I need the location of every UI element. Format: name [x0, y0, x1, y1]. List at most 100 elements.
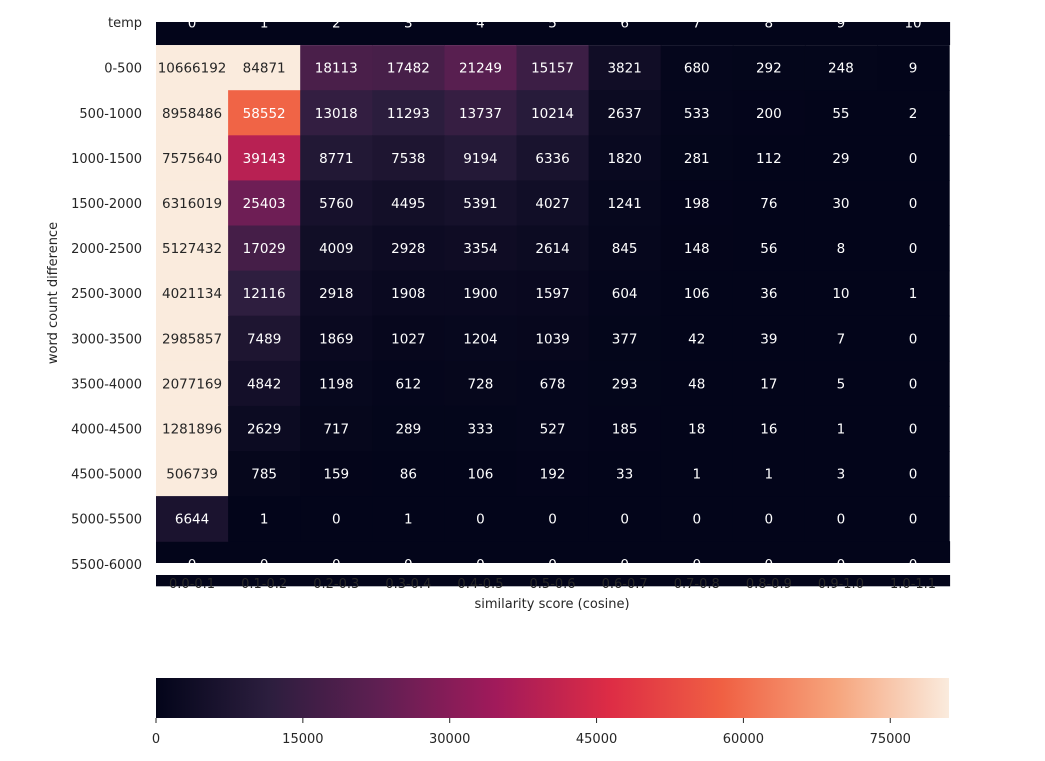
- heatmap-cell: [588, 270, 662, 317]
- y-tick-label: 3500-4000: [71, 377, 142, 392]
- heatmap-cell-label: 13018: [315, 106, 358, 122]
- heatmap-cell: [444, 270, 518, 317]
- heatmap-cell-label: 377: [612, 331, 638, 347]
- heatmap-cell-label: 192: [540, 467, 566, 483]
- heatmap-cell-label: 5391: [463, 196, 497, 212]
- y-tick-label: 500-1000: [79, 107, 142, 122]
- heatmap-cell: [444, 405, 518, 452]
- x-tick-label: 0.0-0.1: [169, 577, 215, 592]
- heatmap-cell: [300, 360, 373, 407]
- heatmap-cell: [228, 90, 301, 136]
- heatmap-cell-label: 2: [909, 106, 918, 122]
- heatmap-cell-label: 1597: [535, 286, 569, 302]
- heatmap-cell-label: 1: [909, 286, 918, 302]
- heatmap-cell: [804, 45, 878, 91]
- heatmap-cell: [444, 496, 518, 542]
- heatmap-cell: [516, 225, 590, 272]
- heatmap-cell: [372, 180, 445, 227]
- heatmap-cell: [228, 225, 301, 272]
- heatmap-cell-label: 25403: [243, 196, 286, 212]
- colorbar-tick-label: 60000: [723, 732, 764, 747]
- heatmap-cell: [516, 45, 590, 91]
- heatmap-cell-label: 1027: [391, 331, 425, 347]
- heatmap-cell: [877, 180, 950, 227]
- heatmap-cell-label: 604: [612, 286, 638, 302]
- x-axis-label: similarity score (cosine): [474, 597, 629, 612]
- heatmap-cell-label: 17029: [243, 241, 286, 257]
- heatmap-cell-label: 18: [688, 421, 705, 437]
- heatmap-cell: [228, 451, 301, 497]
- heatmap-cell: [228, 180, 301, 227]
- heatmap-cell: [877, 225, 950, 272]
- heatmap-cell-label: 0: [620, 512, 629, 528]
- heatmap-cell-label: 15157: [531, 61, 574, 77]
- y-tick-label: 4000-4500: [71, 422, 142, 437]
- colorbar-tick-label: 45000: [576, 732, 617, 747]
- heatmap-cell: [732, 45, 806, 91]
- heatmap-cell-label: 112: [756, 151, 782, 167]
- heatmap-cell-label: 3: [404, 16, 413, 32]
- heatmap-cell-label: 56: [760, 241, 777, 257]
- heatmap-cell-label: 0: [332, 512, 341, 528]
- heatmap-cell: [877, 451, 950, 497]
- heatmap-cell: [516, 451, 590, 497]
- heatmap-cell: [804, 451, 878, 497]
- heatmap-cell: [877, 496, 950, 542]
- y-tick-label: 0-500: [104, 62, 142, 77]
- y-tick-label: 5500-6000: [71, 558, 142, 573]
- heatmap-cell-label: 1: [404, 512, 413, 528]
- heatmap-cell-label: 16: [760, 421, 777, 437]
- heatmap-cell: [372, 90, 445, 136]
- heatmap-cell-label: 4027: [535, 196, 569, 212]
- heatmap-cell-label: 5: [837, 376, 846, 392]
- x-tick-labels: 0.0-0.1 0.1-0.2 0.2-0.3 0.3-0.4 0.4-0.5 0.5-0…: [169, 577, 936, 592]
- heatmap-cell: [588, 90, 662, 136]
- heatmap-cell: [516, 496, 590, 542]
- heatmap-cell-label: 8: [765, 16, 774, 32]
- heatmap-cell-label: 0: [765, 512, 774, 528]
- heatmap-cell: [156, 496, 229, 542]
- heatmap-cell-label: 0: [909, 376, 918, 392]
- heatmap-cell-label: 36: [760, 286, 777, 302]
- x-tick-label: 0.3-0.4: [385, 577, 431, 592]
- heatmap-cell: [372, 225, 445, 272]
- heatmap-cell-label: 2918: [319, 286, 353, 302]
- heatmap-cell-label: 0: [548, 512, 557, 528]
- heatmap-cell: [804, 180, 878, 227]
- heatmap-cell: [444, 225, 518, 272]
- heatmap-cell-label: 1281896: [162, 421, 222, 437]
- heatmap-cell-label: 13737: [459, 106, 502, 122]
- heatmap-cell: [300, 90, 373, 136]
- heatmap-cell: [804, 315, 878, 362]
- heatmap-cell: [804, 225, 878, 272]
- heatmap-cell: [444, 451, 518, 497]
- heatmap-cell-label: 678: [540, 376, 566, 392]
- heatmap-cell: [732, 90, 806, 136]
- y-tick-label: temp: [108, 16, 142, 31]
- heatmap-cell-label: 1: [260, 16, 269, 32]
- heatmap-cell-label: 1198: [319, 376, 353, 392]
- heatmap-cell-label: 4842: [247, 376, 281, 392]
- heatmap-cell-label: 1: [692, 467, 701, 483]
- heatmap-cell-label: 5760: [319, 196, 353, 212]
- heatmap-cell-label: 533: [684, 106, 710, 122]
- heatmap-cell-label: 86: [400, 467, 417, 483]
- heatmap-cell: [300, 225, 373, 272]
- heatmap-cell: [300, 135, 373, 181]
- heatmap-cell-label: 17: [760, 376, 777, 392]
- heatmap-cell: [372, 451, 445, 497]
- heatmap-cell-label: 106: [684, 286, 710, 302]
- heatmap-cell-label: 6: [620, 16, 629, 32]
- heatmap-cell-label: 7: [692, 16, 701, 32]
- heatmap-cell-label: 680: [684, 61, 710, 77]
- heatmap-cell: [228, 405, 301, 452]
- heatmap-cell: [156, 315, 229, 362]
- heatmap-cell-label: 42: [688, 331, 705, 347]
- heatmap-cell: [732, 135, 806, 181]
- colorbar-tick-label: 0: [152, 732, 160, 747]
- heatmap-cell: [588, 496, 662, 542]
- colorbar-tick-label: 30000: [429, 732, 470, 747]
- y-tick-label: 5000-5500: [71, 513, 142, 528]
- heatmap-cell: [156, 270, 229, 317]
- heatmap-cell-label: 2637: [607, 106, 641, 122]
